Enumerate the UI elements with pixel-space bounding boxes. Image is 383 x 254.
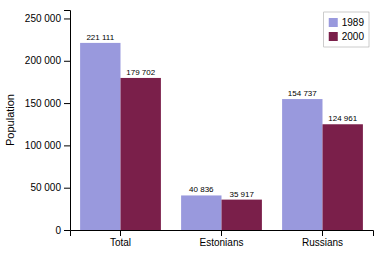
tick-mark (64, 188, 70, 189)
data-label: 124 961 (328, 114, 357, 123)
tick-mark (64, 61, 70, 62)
y-axis: 0 50 000 100 000 150 000 200 000 250 000 (25, 11, 71, 236)
tick-label: 250 000 (25, 13, 62, 24)
x-axis: Total Estonians Russians (71, 230, 374, 248)
data-label: 221 111 (86, 33, 114, 42)
bars (80, 43, 363, 230)
tick-mark (221, 230, 222, 236)
bar (181, 195, 221, 230)
legend-label: 2000 (342, 31, 365, 42)
tick-mark (64, 230, 70, 231)
tick-label: Estonians (200, 237, 244, 248)
plot: 0 50 000 100 000 150 000 200 000 250 000 Total… (25, 11, 374, 249)
y-tick: 50 000 (30, 182, 70, 193)
legend-swatch (329, 18, 338, 27)
x-tick: Total (110, 230, 131, 248)
legend-label: 1989 (342, 17, 365, 28)
data-label: 35 917 (229, 190, 254, 199)
axis-line (64, 11, 71, 231)
y-tick: 100 000 (25, 140, 70, 151)
chart: 0 50 000 100 000 150 000 200 000 250 000 Total… (0, 0, 383, 254)
data-label: 154 737 (288, 89, 317, 98)
tick-mark (64, 18, 70, 19)
tick-label: 150 000 (25, 98, 62, 109)
data-label: 40 836 (189, 185, 214, 194)
tick-label: Total (110, 237, 131, 248)
y-tick: 0 (55, 225, 70, 236)
bar (80, 43, 120, 230)
y-tick: 150 000 (25, 98, 70, 109)
legend-swatch (329, 32, 338, 41)
tick-label: 100 000 (25, 140, 62, 151)
tick-label: 200 000 (25, 55, 62, 66)
y-tick: 200 000 (25, 55, 70, 66)
tick-mark (120, 230, 121, 236)
y-tick: 250 000 (25, 13, 70, 24)
y-axis-title: Population (4, 94, 16, 146)
axis-line (71, 231, 374, 237)
legend: 1989 2000 (324, 12, 369, 47)
bar (323, 124, 363, 230)
data-labels: 221 111 40 836 154 737 179 702 35 917 124 961 (86, 33, 357, 199)
tick-label: 0 (55, 225, 61, 236)
x-tick: Estonians (200, 230, 244, 248)
tick-mark (64, 103, 70, 104)
bar (222, 200, 262, 230)
x-tick: Russians (302, 230, 343, 248)
bar (121, 78, 161, 230)
bar (282, 99, 322, 230)
legend-entry: 1989 (329, 17, 365, 28)
legend-frame (324, 12, 369, 47)
tick-label: Russians (302, 237, 343, 248)
data-label: 179 702 (126, 68, 155, 77)
legend-entry: 2000 (329, 31, 365, 42)
tick-mark (322, 230, 323, 236)
tick-mark (64, 145, 70, 146)
tick-label: 50 000 (30, 182, 61, 193)
